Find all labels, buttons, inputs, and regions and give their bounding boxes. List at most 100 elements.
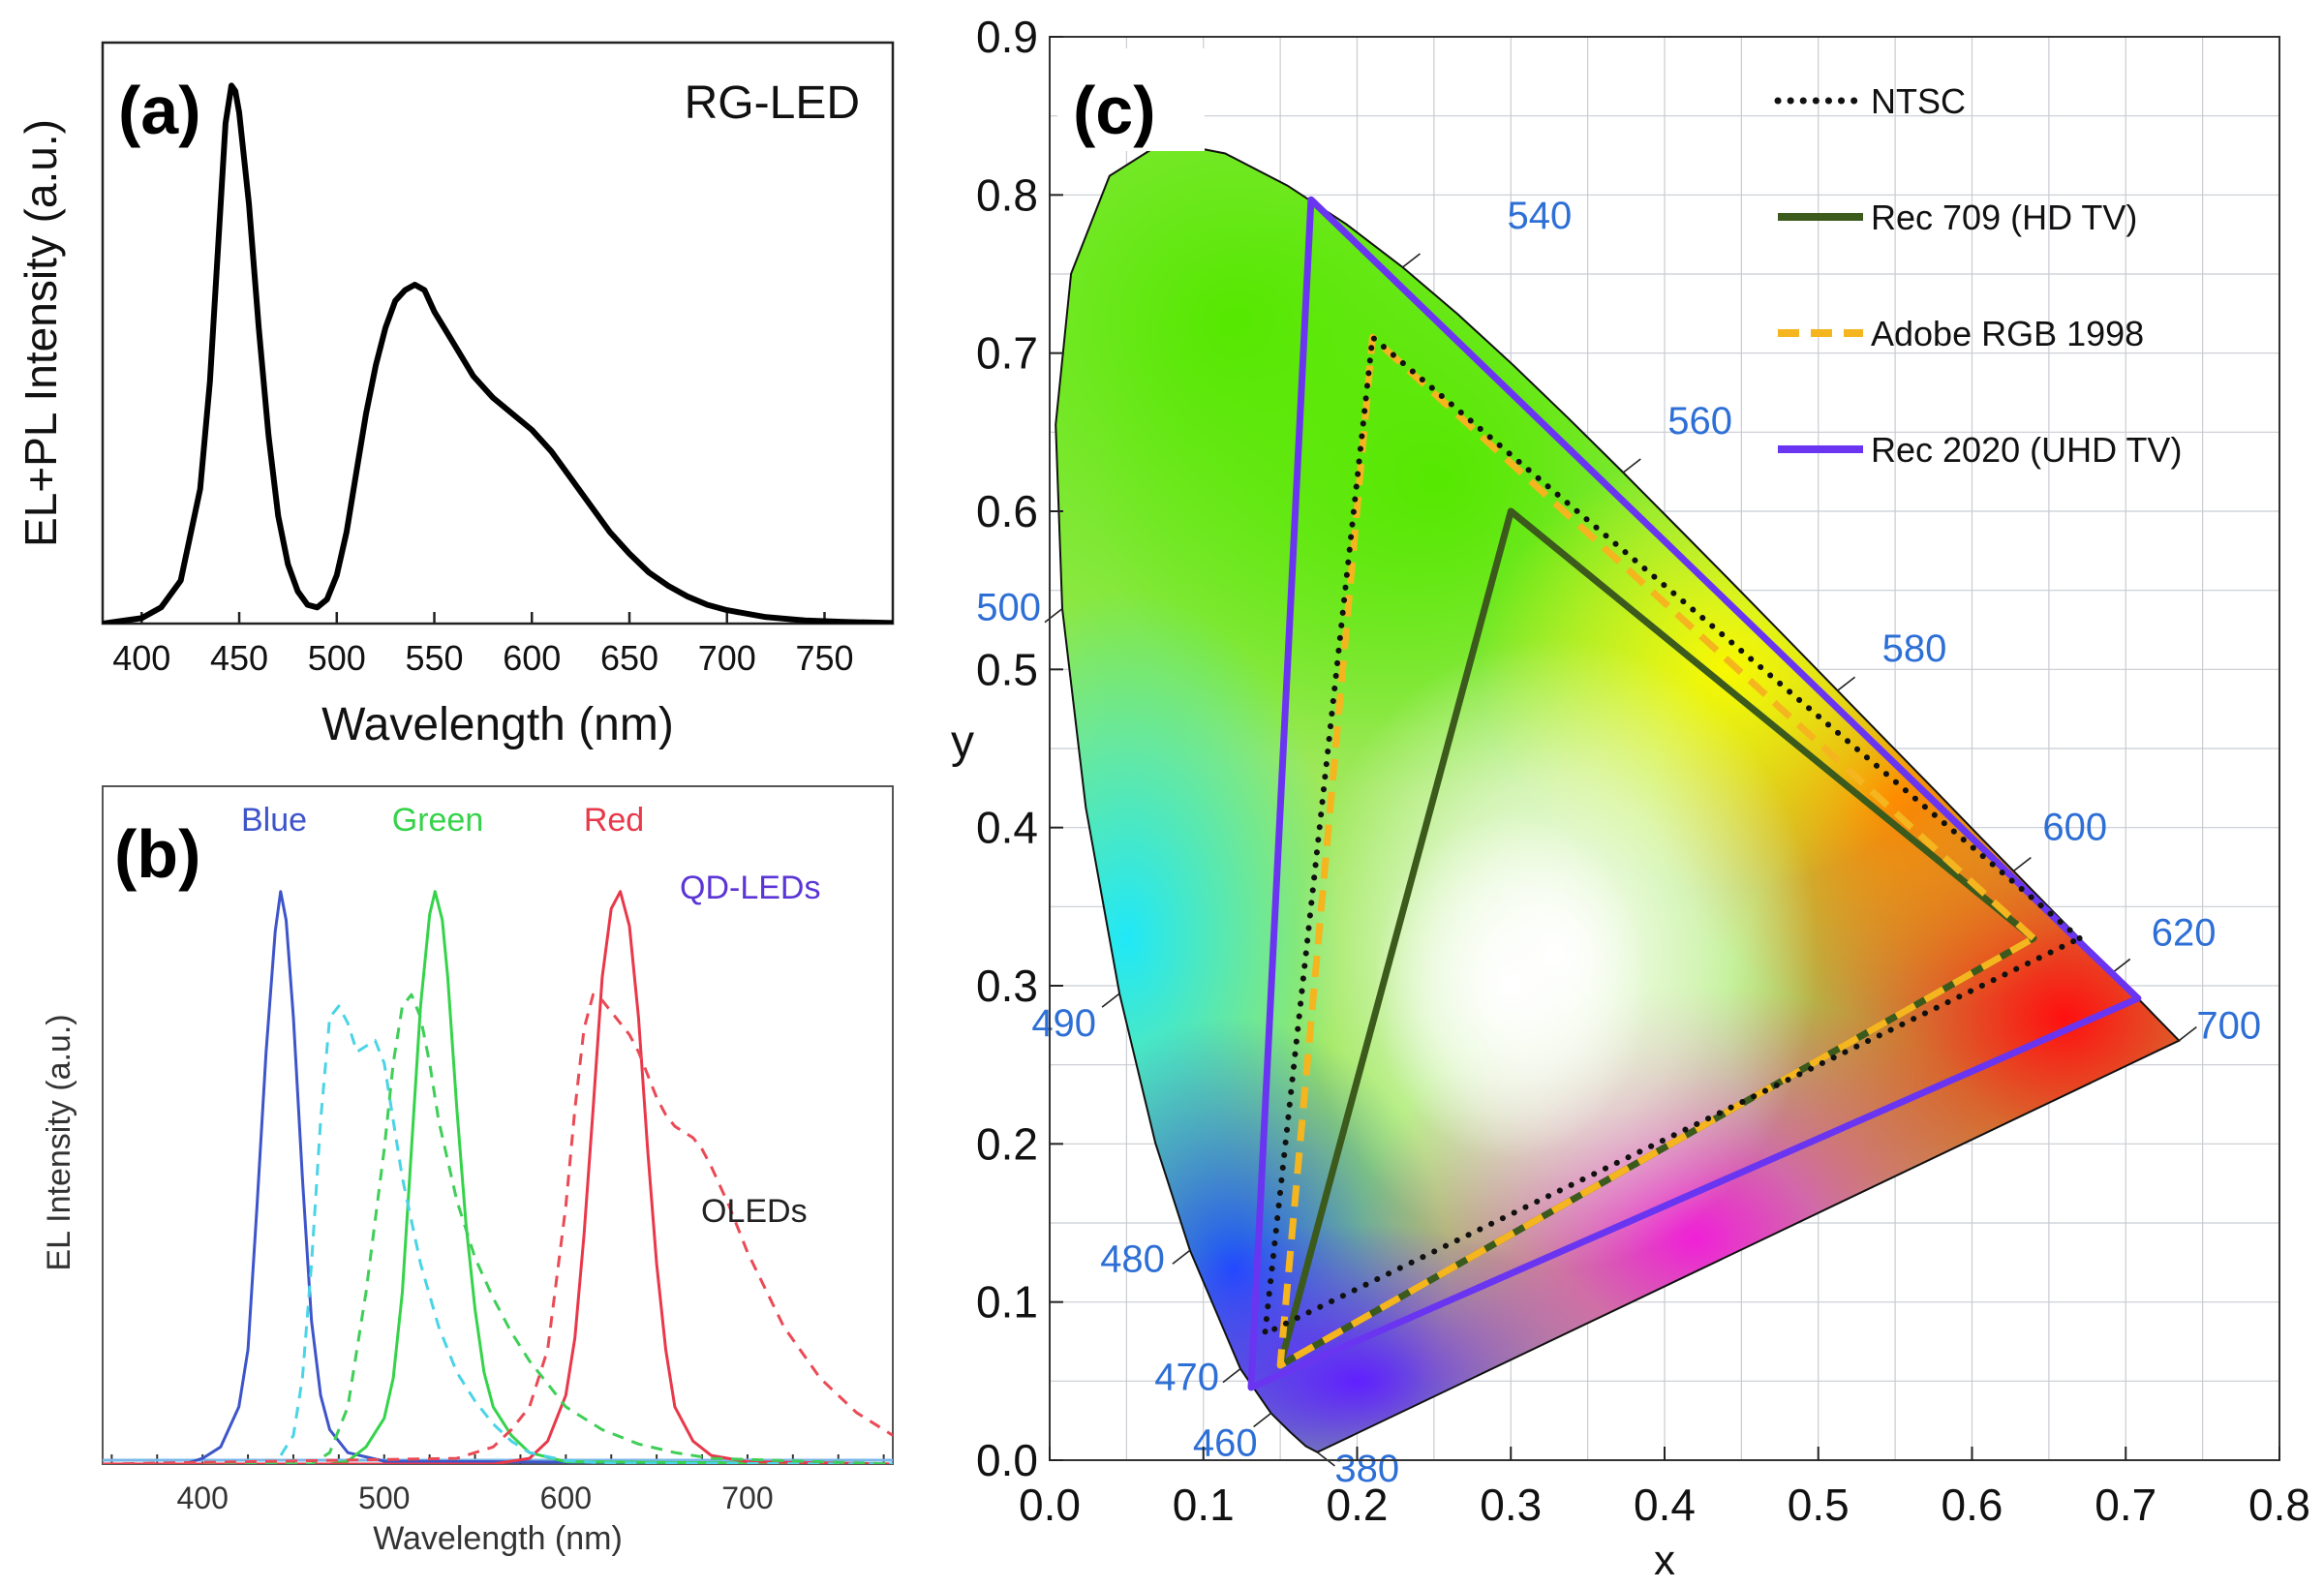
wavelength-label: 600 (2042, 807, 2107, 849)
panel-a: 400 450 500 550 600 650 700 750 (a) RG-LED Wave… (15, 41, 895, 750)
x-tick-label-c: 0.4 (1634, 1480, 1696, 1530)
gamut-triangles (1247, 196, 2142, 1391)
y-axis-label-c: y (951, 717, 974, 768)
plot-frame-b (102, 785, 894, 1465)
y-tick-label-c: 0.1 (976, 1277, 1038, 1328)
x-axis-ticks-a (140, 612, 826, 624)
x-tick-labels-a: 400 450 500 550 600 650 700 750 (112, 638, 853, 678)
y-tick-label-c: 0.0 (976, 1435, 1038, 1485)
annotation-oleds: OLEDs (701, 1193, 808, 1230)
legend-c: NTSC Rec 709 (HD TV) Adobe RGB 1998 Rec 202… (1774, 81, 2182, 470)
wavelength-tick (1622, 458, 1641, 473)
wavelength-tick (1316, 1451, 1335, 1467)
chromaticity-blob (1372, 811, 1650, 1160)
series-label-green: Green (392, 802, 484, 839)
wavelength-tick (1172, 1249, 1191, 1265)
y-axis-label-a: EL+PL Intensity (a.u.) (15, 119, 66, 547)
qd-series-line-green (103, 890, 893, 1464)
x-tick-label-a: 550 (405, 638, 463, 678)
x-tick-label-c: 0.0 (1019, 1480, 1081, 1530)
x-tick-label-a: 750 (795, 638, 853, 678)
x-axis-label-a: Wavelength (nm) (321, 699, 674, 750)
y-tick-label-c: 0.3 (976, 961, 1038, 1011)
wavelength-label: 500 (976, 587, 1041, 629)
x-tick-label-c: 0.7 (2095, 1480, 2156, 1530)
series-group-a (103, 82, 893, 624)
plot-frame-a (101, 41, 895, 626)
legend-label: NTSC (1871, 81, 1966, 121)
x-tick-label-b: 500 (358, 1481, 410, 1515)
x-tick-labels-b: 400 500 600 700 (176, 1481, 773, 1515)
x-tick-label-a: 450 (210, 638, 268, 678)
x-tick-label-a: 600 (503, 638, 561, 678)
wavelength-label: 540 (1507, 195, 1572, 237)
gamut-ntsc (1262, 334, 2083, 1337)
wavelength-label: 490 (1031, 1002, 1096, 1045)
y-axis-label-b: EL Intensity (a.u.) (41, 1014, 77, 1270)
panel-label-c: (c) (1073, 73, 1156, 148)
wavelength-tick (1837, 676, 1856, 691)
x-tick-label-c: 0.3 (1480, 1480, 1542, 1530)
y-tick-label-c: 0.4 (976, 803, 1038, 853)
gamut-adobe-rgb-1998 (1276, 333, 2037, 1369)
panel-label-b: (b) (114, 816, 200, 892)
y-tick-label-c: 0.6 (976, 486, 1038, 536)
wavelength-label: 480 (1100, 1237, 1165, 1280)
oled-series-line (103, 1004, 893, 1464)
y-tick-label-c: 0.2 (976, 1118, 1038, 1169)
x-tick-label-b: 400 (176, 1481, 228, 1515)
wavelength-tick (1222, 1367, 1241, 1384)
series-labels-b: Blue Green Red (241, 802, 644, 839)
y-tick-label-c: 0.9 (976, 12, 1038, 62)
y-tick-label-c: 0.5 (976, 644, 1038, 694)
qd-series-line-blue (103, 890, 893, 1464)
x-tick-label-c: 0.2 (1327, 1480, 1389, 1530)
x-tick-label-a: 400 (112, 638, 170, 678)
legend-label: Adobe RGB 1998 (1871, 314, 2144, 353)
series-group-b (103, 890, 893, 1464)
oled-series-line (103, 992, 893, 1464)
wavelength-label: 580 (1882, 627, 1947, 670)
y-tick-label-c: 0.7 (976, 328, 1038, 379)
panel-label-c-bg (1057, 48, 1205, 151)
x-tick-label-a: 700 (698, 638, 756, 678)
series-label-blue: Blue (241, 802, 307, 839)
x-tick-label-b: 600 (540, 1481, 592, 1515)
series-label-red: Red (584, 802, 644, 839)
wavelength-label: 700 (2196, 1005, 2261, 1048)
wavelength-label: 470 (1154, 1357, 1219, 1399)
x-axis-label-c: x (1654, 1537, 1675, 1584)
oled-series-line (103, 992, 893, 1464)
series-line-rg-led (103, 82, 893, 624)
annotation-rg-led: RG-LED (685, 77, 860, 129)
panel-label-a: (a) (118, 73, 201, 148)
wavelength-tick (1401, 253, 1421, 268)
wavelength-label: 560 (1667, 400, 1732, 443)
x-tick-label-a: 650 (600, 638, 658, 678)
qd-series-line-red (103, 890, 893, 1464)
x-tick-label-c: 0.5 (1788, 1480, 1850, 1530)
wavelength-label: 620 (2152, 911, 2217, 954)
annotation-qd-leds: QD-LEDs (680, 870, 820, 906)
x-tick-label-a: 500 (308, 638, 366, 678)
gamut-rec-2020-uhd-tv (1247, 196, 2142, 1391)
wavelength-tick (2178, 1026, 2197, 1042)
y-tick-label-c: 0.8 (976, 169, 1038, 220)
wavelength-label: 380 (1334, 1448, 1399, 1490)
panel-b: 400 500 600 700 Blue Green Red (b) QD-LEDs OL… (41, 785, 894, 1557)
wavelength-tick (1044, 607, 1063, 624)
x-tick-label-c: 0.6 (1942, 1480, 2003, 1530)
wavelength-tick (1101, 992, 1120, 1008)
x-axis-label-b: Wavelength (nm) (373, 1520, 623, 1557)
x-tick-label-b: 700 (721, 1481, 773, 1515)
axis-ticks-c: 0.0 0.1 0.2 0.3 0.4 0.5 0.6 0.7 0.8 0.0 0.1 0.2 0.3 0… (976, 12, 2310, 1530)
wavelength-tick (1253, 1412, 1272, 1428)
legend-label: Rec 2020 (UHD TV) (1871, 430, 2182, 470)
legend-label: Rec 709 (HD TV) (1871, 198, 2137, 237)
wavelength-tick (2112, 958, 2131, 974)
wavelength-tick (2012, 856, 2032, 872)
x-tick-label-c: 0.8 (2248, 1480, 2310, 1530)
x-tick-label-c: 0.1 (1173, 1480, 1235, 1530)
